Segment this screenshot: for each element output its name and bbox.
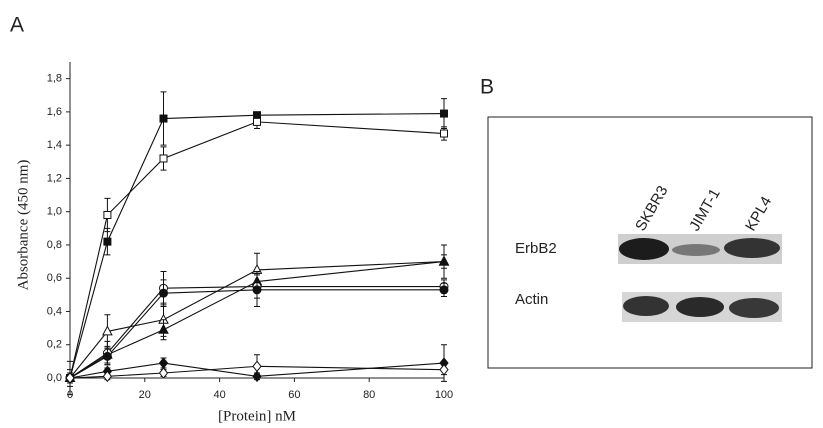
panel-label: A [10,14,24,37]
series-line [70,114,444,378]
y-tick-label: 0,4 [47,305,62,317]
marker [441,110,448,117]
marker [160,289,168,297]
marker [159,325,168,334]
y-tick-label: 1,6 [47,106,62,118]
marker [104,212,111,219]
band [724,238,780,258]
x-axis-label: [Protein] nM [218,408,296,424]
band [729,298,779,318]
marker [103,352,111,360]
x-tick-label: 60 [288,389,300,401]
y-tick-label: 0,8 [47,239,62,251]
row-label: Actin [515,291,548,308]
y-tick-label: 1,0 [47,206,62,218]
figure: A Absorbance (450 nm) [Protein] nM B SKB… [0,0,823,428]
y-tick-label: 1,8 [47,73,62,85]
marker [160,358,168,368]
band [619,238,669,260]
x-tick-label: 80 [363,389,375,401]
y-tick-label: 0,0 [47,372,62,384]
band [676,297,724,317]
x-tick-label: 100 [435,389,453,401]
marker [160,155,167,162]
x-tick-label: 40 [213,389,225,401]
marker [254,118,261,125]
panel-label: B [480,76,494,99]
y-tick-label: 0,6 [47,272,62,284]
series-line [70,122,444,378]
y-tick-label: 1,4 [47,139,62,151]
marker [104,238,111,245]
y-tick-label: 1,2 [47,172,62,184]
band [623,296,669,316]
marker [441,130,448,137]
marker [440,365,448,375]
marker [253,361,261,371]
y-tick-label: 0,2 [47,339,62,351]
band [672,244,720,256]
marker [253,286,261,294]
row-label: ErbB2 [515,240,557,257]
marker [440,257,449,266]
x-tick-label: 20 [139,389,151,401]
marker [440,286,448,294]
y-axis-label: Absorbance (450 nm) [15,160,31,291]
marker [160,115,167,122]
